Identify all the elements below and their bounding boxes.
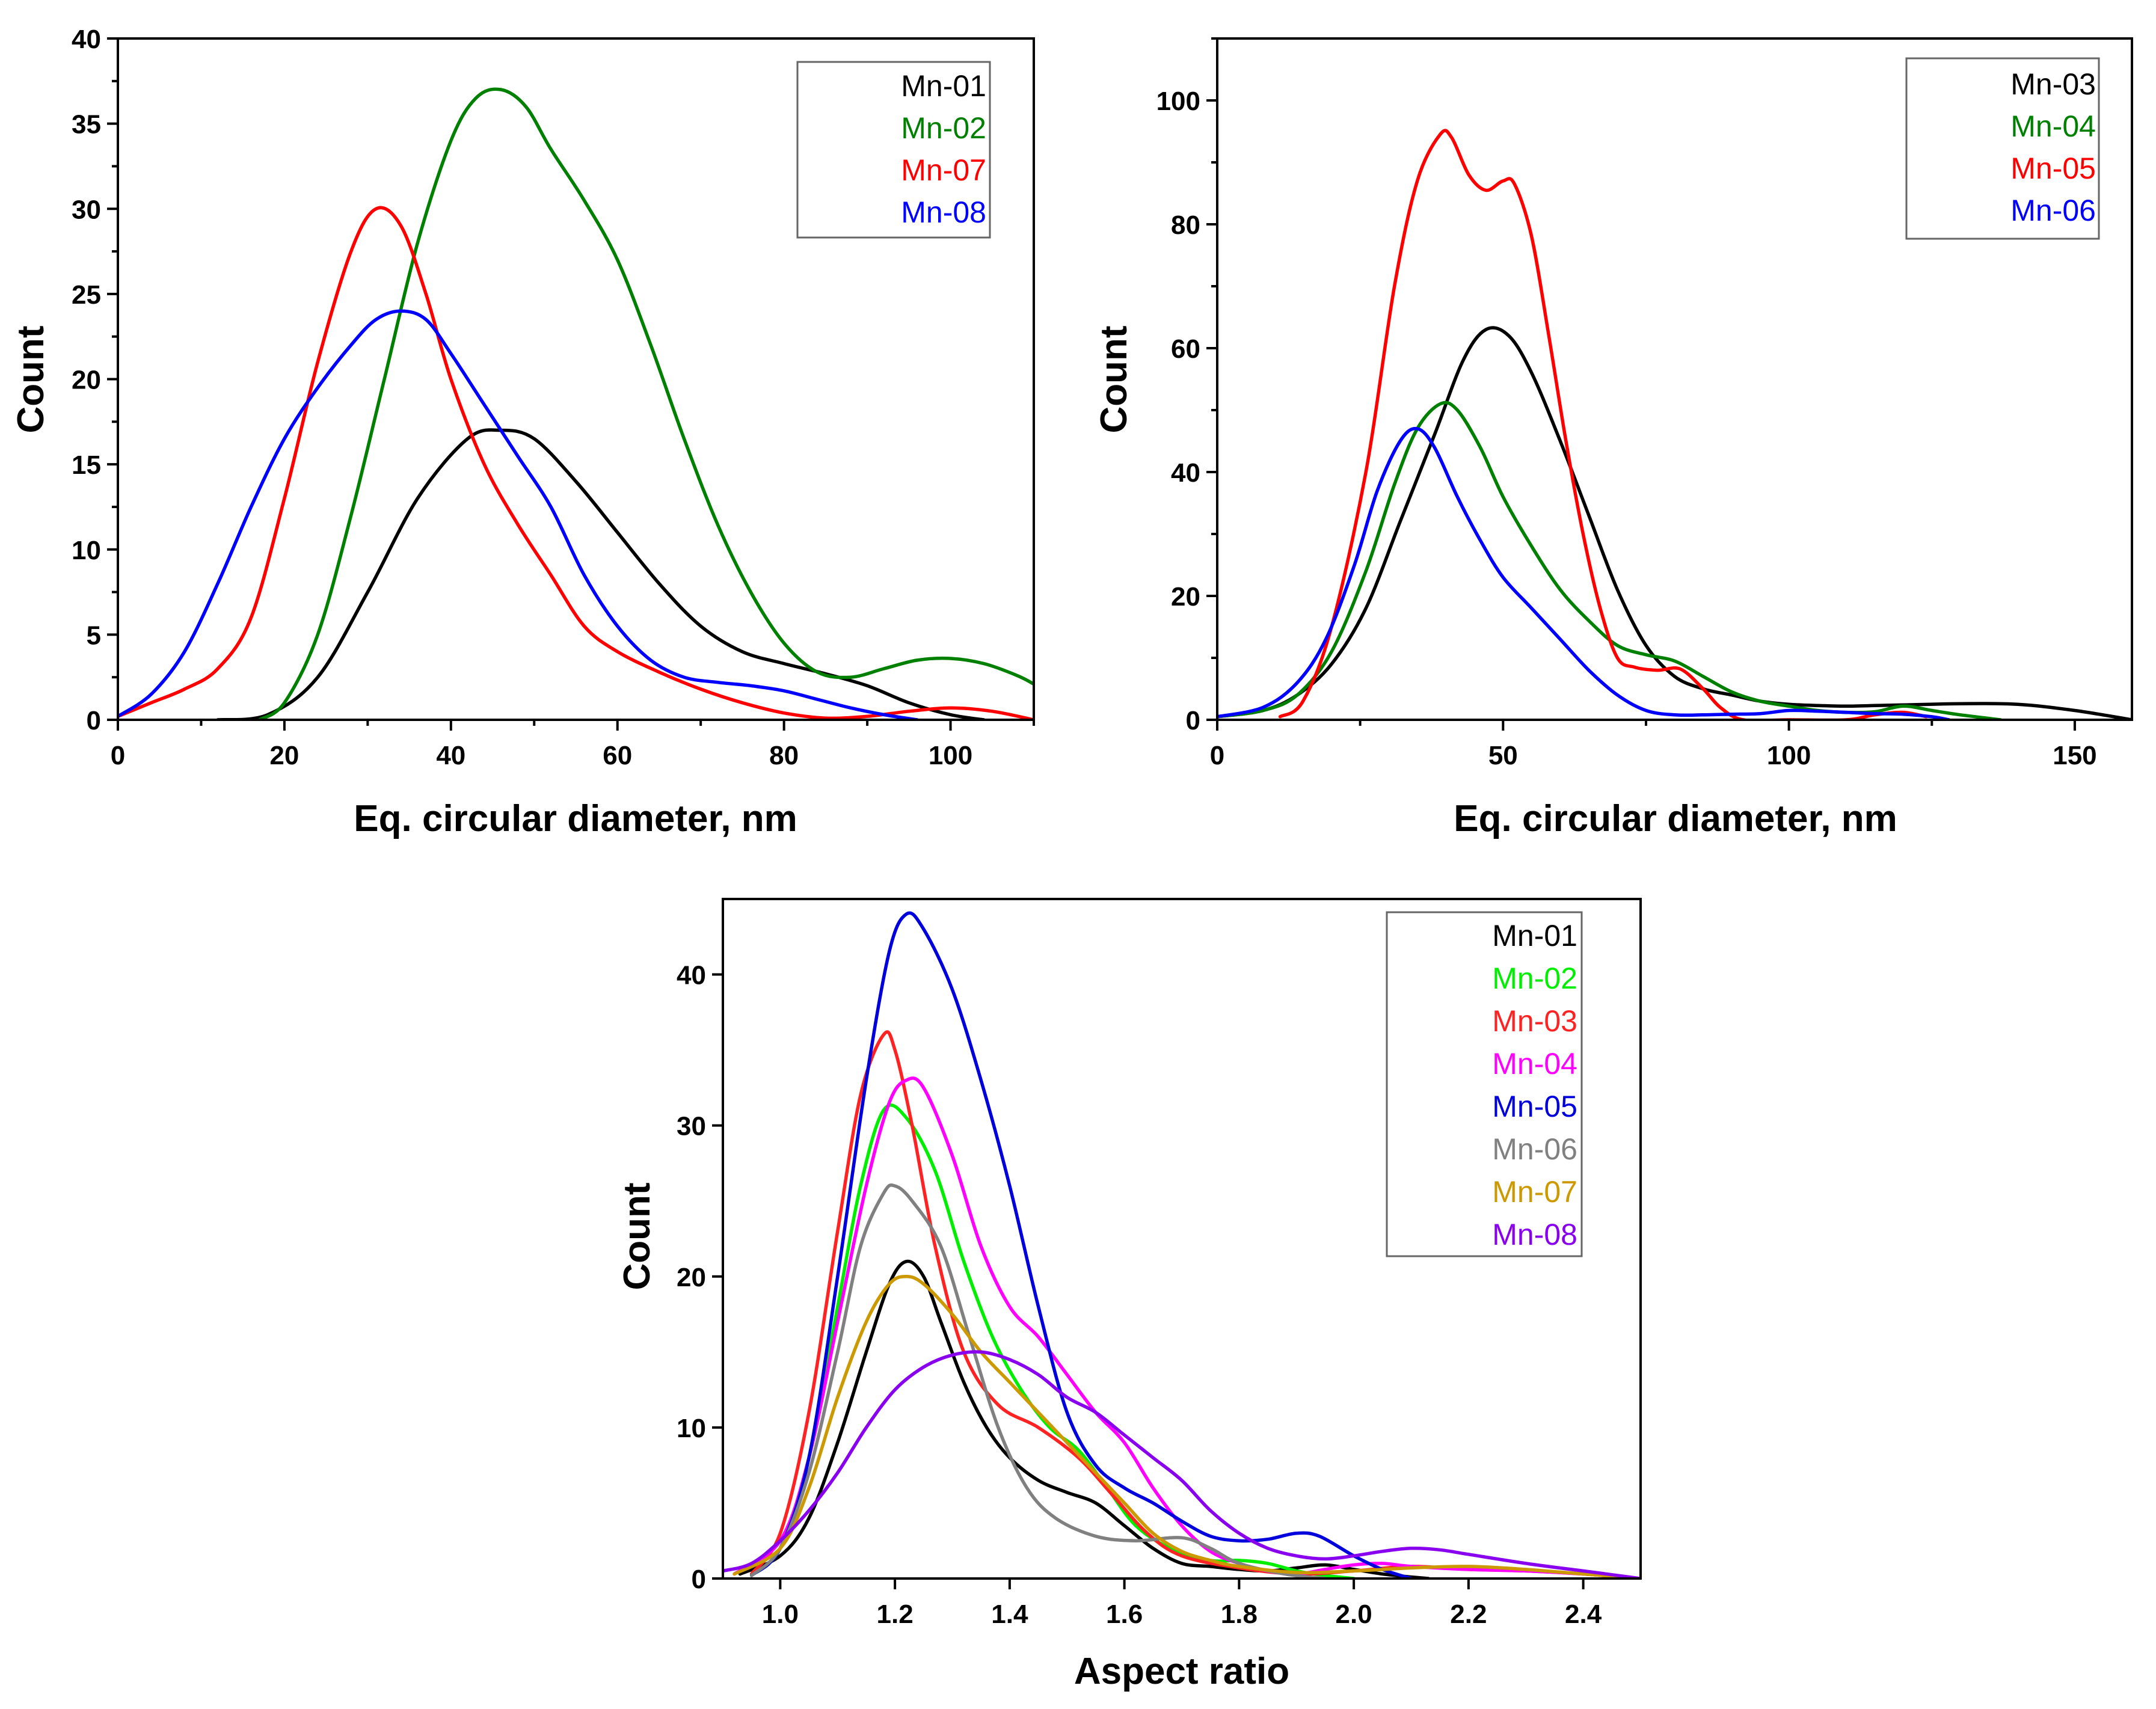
series-line-mn-02 — [257, 87, 1034, 720]
y-axis-title: Count — [616, 1182, 658, 1290]
x-tick-label: 2.2 — [1450, 1600, 1487, 1629]
series-line-mn-02 — [749, 1103, 1356, 1579]
y-tick-label: 25 — [72, 280, 101, 310]
x-tick-label: 50 — [1488, 741, 1518, 770]
x-axis-title: Aspect ratio — [1074, 1651, 1289, 1692]
legend-entry-mn-01: Mn-01 — [1492, 919, 1577, 953]
legend-entry-mn-07: Mn-07 — [1492, 1175, 1577, 1209]
legend-entry-mn-07: Mn-07 — [901, 153, 986, 187]
y-tick-label: 0 — [692, 1565, 706, 1594]
series-line-mn-01 — [738, 1259, 1430, 1579]
x-tick-label: 1.2 — [877, 1600, 914, 1629]
legend-entry-mn-08: Mn-08 — [901, 195, 986, 229]
legend-box — [796, 61, 991, 239]
x-tick-label: 20 — [269, 741, 299, 770]
series-line-mn-07 — [118, 206, 1034, 720]
x-tick-label: 150 — [2053, 741, 2096, 770]
series-group — [118, 87, 1034, 720]
series-line-mn-06 — [1217, 426, 1951, 720]
y-tick-label: 100 — [1156, 87, 1200, 116]
series-line-mn-08 — [118, 309, 919, 720]
y-tick-label: 35 — [72, 110, 101, 140]
legend-entry-mn-02: Mn-02 — [1492, 962, 1577, 995]
legend-entry-mn-03: Mn-03 — [2010, 67, 2096, 101]
y-tick-label: 40 — [1171, 458, 1200, 488]
x-tick-label: 1.8 — [1221, 1600, 1258, 1629]
series-line-mn-06 — [749, 1183, 1327, 1579]
series-line-mn-01 — [216, 428, 986, 720]
legend-entry-mn-04: Mn-04 — [2010, 109, 2096, 143]
x-tick-label: 1.0 — [762, 1600, 799, 1629]
y-tick-label: 0 — [87, 706, 101, 735]
series-line-mn-07 — [732, 1275, 1641, 1579]
legend: Mn-03 Mn-04 Mn-05 Mn-06 — [1905, 57, 2100, 240]
legend-entry-mn-08: Mn-08 — [1492, 1218, 1577, 1251]
legend-entry-mn-01: Mn-01 — [901, 69, 986, 103]
x-tick-label: 60 — [603, 741, 632, 770]
series-line-mn-04 — [732, 1076, 1641, 1579]
y-tick-label: 30 — [677, 1112, 706, 1141]
y-axis-title: Count — [1093, 325, 1135, 433]
x-tick-label: 2.0 — [1336, 1600, 1372, 1629]
y-tick-label: 10 — [72, 536, 101, 565]
chart-top-right: 0 50 100 150 0 20 40 60 80 100 Eq. circular diamet… — [1093, 37, 2133, 839]
y-axis-title: Count — [10, 325, 52, 433]
plot-frame — [1216, 37, 2133, 721]
x-tick-label: 100 — [1767, 741, 1811, 770]
series-group — [1217, 129, 2132, 720]
legend-entry-mn-03: Mn-03 — [1492, 1004, 1577, 1038]
chart-bottom: 1.0 1.2 1.4 1.6 1.8 2.0 2.2 2.4 0 10 20 30 40 Aspect … — [616, 898, 1642, 1692]
y-tick-label: 0 — [1186, 706, 1200, 735]
x-axis-title: Eq. circular diameter, nm — [1454, 798, 1897, 839]
y-tick-label: 30 — [72, 195, 101, 224]
legend-entry-mn-06: Mn-06 — [1492, 1132, 1577, 1166]
legend-entry-mn-05: Mn-05 — [1492, 1090, 1577, 1123]
legend: Mn-01 Mn-02 Mn-07 Mn-08 — [796, 61, 991, 239]
series-line-mn-05 — [749, 911, 1413, 1579]
x-tick-label: 0 — [1210, 741, 1224, 770]
x-axis-title: Eq. circular diameter, nm — [354, 798, 797, 839]
y-tick-label: 20 — [1171, 582, 1200, 612]
legend-entry-mn-04: Mn-04 — [1492, 1047, 1577, 1081]
series-line-mn-03 — [1217, 326, 2132, 720]
y-tick-label: 20 — [72, 366, 101, 395]
series-line-mn-08 — [723, 1350, 1641, 1579]
x-tick-label: 80 — [769, 741, 799, 770]
x-tick-label: 1.4 — [991, 1600, 1028, 1629]
x-tick-label: 2.4 — [1565, 1600, 1602, 1629]
legend: Mn-01 Mn-02 Mn-03 Mn-04 Mn-05 Mn-06 Mn-07 Mn-08 — [1386, 911, 1583, 1257]
y-tick-label: 80 — [1171, 210, 1200, 240]
chart-top-left: 0 20 40 60 80 100 0 5 10 15 20 25 30 35 40 Eq. circular… — [10, 25, 1035, 839]
legend-box — [1905, 57, 2100, 240]
x-tick-label: 100 — [929, 741, 972, 770]
y-tick-label: 60 — [1171, 334, 1200, 364]
x-tick-label: 1.6 — [1106, 1600, 1143, 1629]
series-group — [723, 911, 1641, 1579]
legend-entry-mn-06: Mn-06 — [2010, 194, 2096, 227]
series-line-mn-05 — [1278, 129, 1928, 720]
y-tick-label: 40 — [677, 961, 706, 990]
series-line-mn-04 — [1217, 400, 2003, 720]
y-tick-label: 20 — [677, 1263, 706, 1292]
y-tick-label: 40 — [72, 25, 101, 54]
legend-entry-mn-05: Mn-05 — [2010, 152, 2096, 185]
y-tick-label: 15 — [72, 450, 101, 480]
legend-box — [1386, 911, 1583, 1257]
y-tick-label: 5 — [87, 621, 101, 650]
y-tick-label: 10 — [677, 1414, 706, 1443]
x-tick-label: 0 — [111, 741, 125, 770]
x-tick-label: 40 — [436, 741, 465, 770]
legend-entry-mn-02: Mn-02 — [901, 111, 986, 145]
plot-frame — [722, 898, 1642, 1580]
